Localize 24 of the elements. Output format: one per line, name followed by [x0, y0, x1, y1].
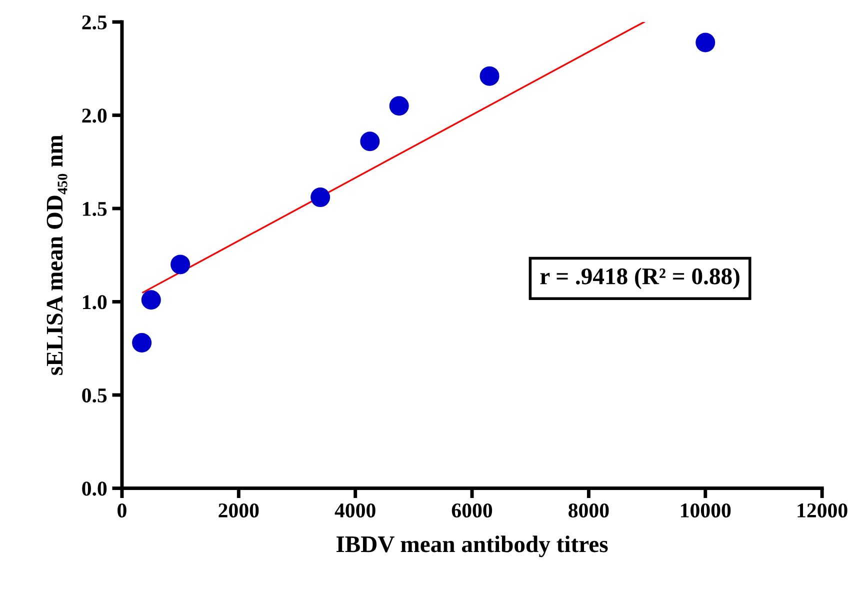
y-axis-title: sELISA mean OD₄₅₀ nm: [46, 135, 68, 375]
x-axis-title: IBDV mean antibody titres: [336, 536, 608, 558]
y-tick-label: 0.5: [82, 388, 107, 403]
y-tick-label: 1.0: [83, 295, 107, 310]
point: [360, 132, 380, 152]
point: [696, 32, 716, 52]
x-tick-label: 10000: [681, 503, 731, 518]
point: [141, 290, 161, 310]
y-tick-label: 2.5: [82, 15, 107, 30]
y-tick-label: 2.0: [82, 108, 107, 123]
y-tick-label: 0.0: [82, 482, 107, 496]
x-tick-label: 8000: [568, 503, 609, 518]
x-tick-label: 2000: [218, 503, 259, 518]
x-tick-label: 12000: [798, 503, 848, 518]
x-tick-label: 4000: [334, 503, 376, 518]
point: [132, 333, 152, 353]
point: [480, 66, 500, 86]
point: [389, 96, 409, 116]
annotation: r = .9418 (R² = 0.88): [540, 268, 740, 290]
x-tick-label: 6000: [452, 503, 492, 518]
y-tick-label: 1.5: [83, 202, 107, 216]
point: [310, 188, 330, 208]
x-tick-label: 0: [118, 503, 126, 518]
point: [170, 254, 190, 274]
